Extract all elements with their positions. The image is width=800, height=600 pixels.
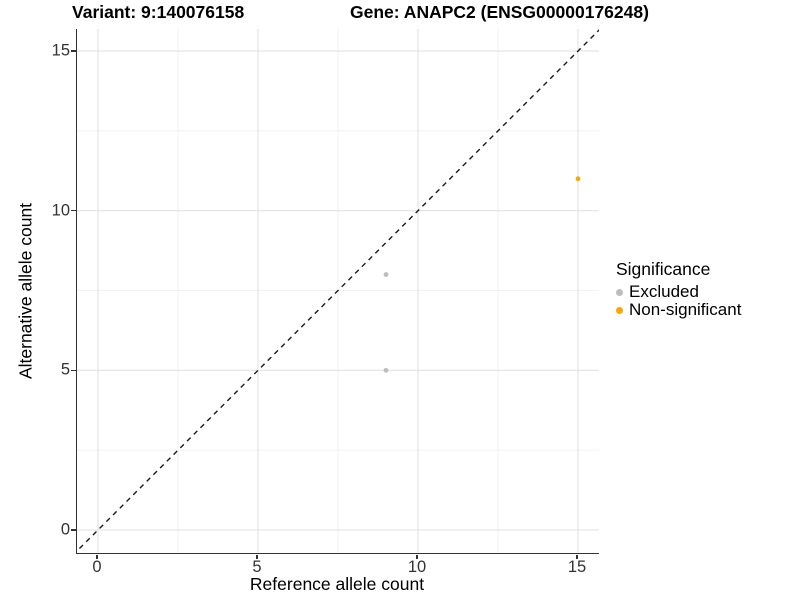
y-tick-mark [71,529,76,531]
legend-entry-label: Excluded [629,282,699,301]
identity-line [77,29,599,552]
y-tick-label: 0 [60,520,70,539]
legend: Significance Excluded Non-significant [616,259,741,319]
plot-title-variant: Variant: 9:140076158 [72,2,245,22]
x-tick-mark [416,554,418,559]
y-tick-label: 15 [51,41,70,60]
y-tick-label: 10 [51,201,70,220]
x-tick-mark [256,554,258,559]
x-tick-mark [576,554,578,559]
x-tick-label: 15 [567,558,587,576]
data-point-excluded [383,272,389,277]
y-axis-label: Alternative allele count [15,202,36,380]
data-point-non-significant [575,176,581,182]
x-axis-label: Reference allele count [249,574,425,594]
y-tick-mark [71,50,76,52]
plot-panel [76,29,599,554]
legend-entry-label: Non-significant [629,300,742,319]
x-tick-label: 5 [252,558,262,576]
legend-title: Significance [616,259,711,279]
x-tick-label: 10 [407,558,427,576]
legend-dot-icon [616,306,623,314]
x-tick-mark [96,554,98,559]
plot-title-gene: Gene: ANAPC2 (ENSG00000176248) [350,2,649,22]
legend-dot-icon [616,288,623,296]
y-tick-label: 5 [60,360,70,379]
y-tick-mark [71,209,76,212]
legend-entries: Excluded Non-significant [616,282,742,319]
x-tick-label: 0 [92,558,102,576]
legend-entry-excluded: Excluded [616,282,741,301]
y-tick-mark [71,369,76,372]
plot-canvas [77,29,599,553]
legend-entry-non-significant: Non-significant [616,300,742,319]
data-point-excluded [383,367,389,373]
